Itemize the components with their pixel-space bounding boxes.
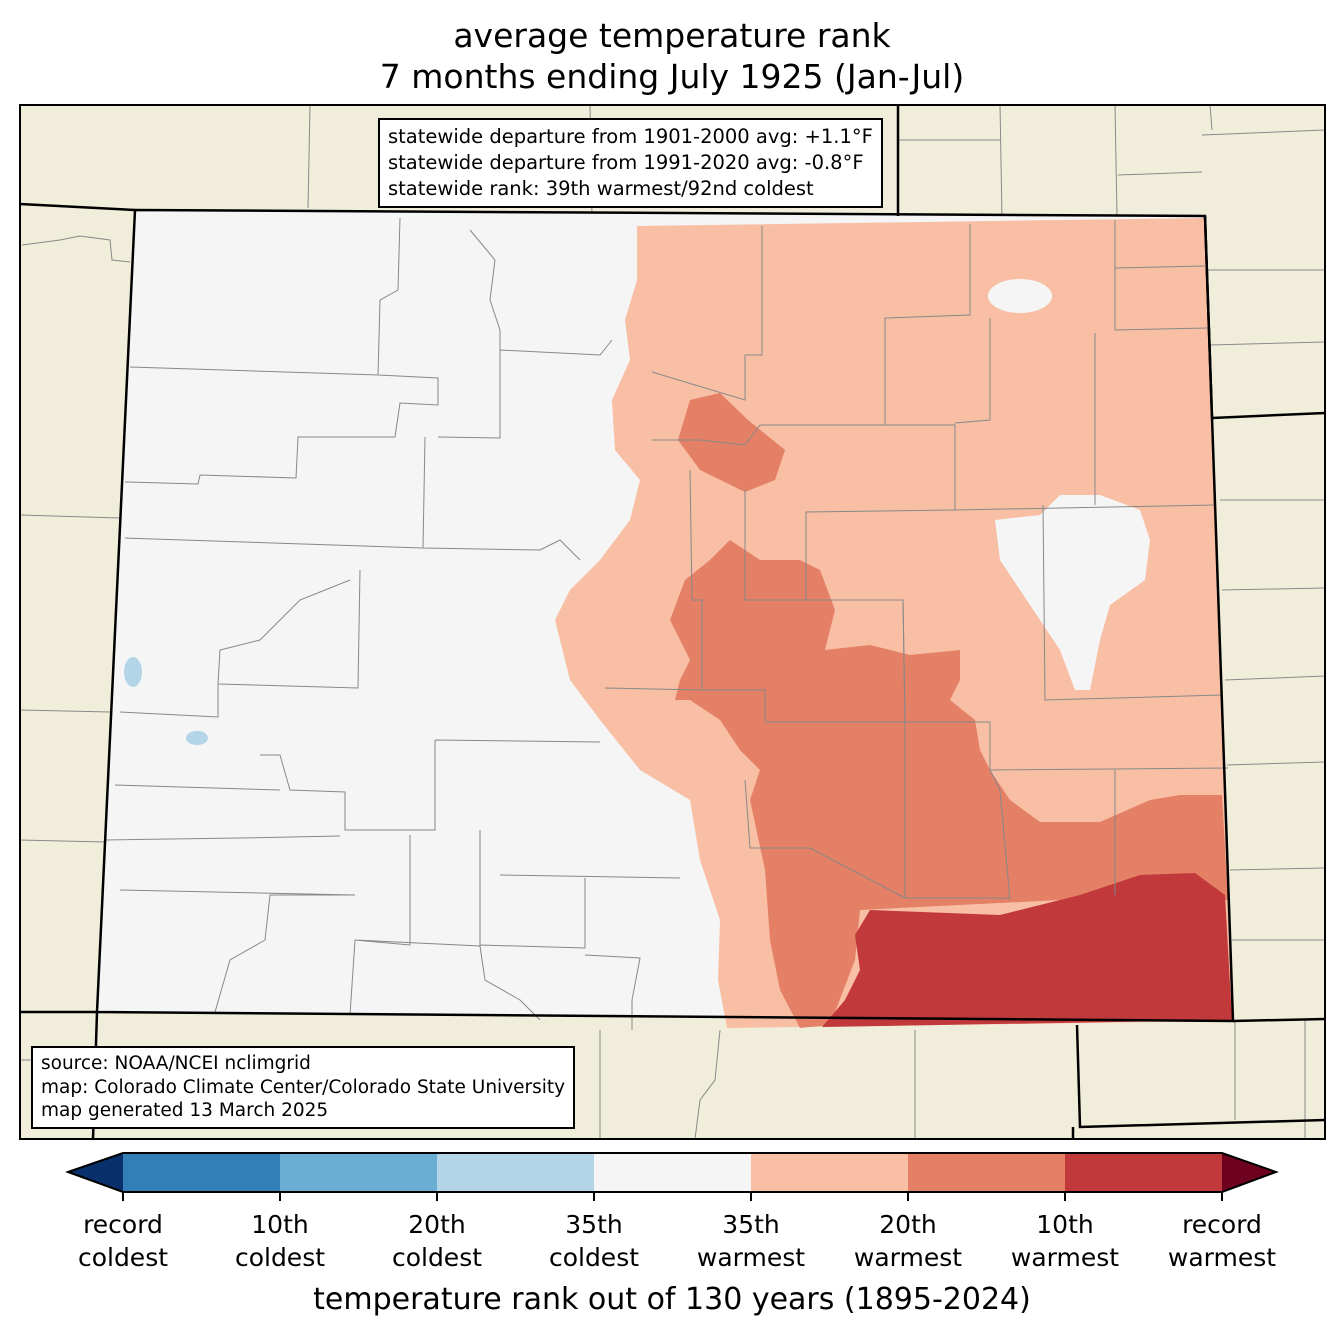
tick-label-record-warmest: record warmest <box>1167 1210 1277 1272</box>
colorbar-extend-coldest <box>68 1153 123 1192</box>
map-generated-date: map generated 13 March 2025 <box>41 1100 329 1121</box>
colorbar-extend-warmest <box>1222 1153 1276 1192</box>
colorbar <box>65 1152 1279 1201</box>
tick-label-20th-coldest: 20th coldest <box>391 1210 483 1272</box>
departure-1991-2020: statewide departure from 1991-2020 avg: … <box>388 151 864 174</box>
colorbar-segment-10th-warmest <box>1065 1153 1222 1192</box>
colorbar-axis-label: temperature rank out of 130 years (1895-… <box>313 1282 1031 1317</box>
colorbar-segment-20th-coldest <box>280 1153 437 1192</box>
neutral-spot <box>988 279 1052 313</box>
colorbar-segment-10th-coldest <box>123 1153 280 1192</box>
neighbor-county-lines <box>20 105 1325 1139</box>
source-box: source: NOAA/NCEI nclimgrid map: Colorad… <box>31 1046 576 1129</box>
colorbar-segment-35th-coldest <box>437 1153 594 1192</box>
title-line-1: average temperature rank <box>453 16 891 55</box>
20th-warmest-region <box>670 540 1228 1028</box>
10th-warmest-region <box>822 873 1232 1027</box>
statewide-stats-box: statewide departure from 1901-2000 avg: … <box>378 118 883 208</box>
colorbar-segment-20th-warmest <box>908 1153 1065 1192</box>
tick-label-35th-coldest: 35th coldest <box>548 1210 640 1272</box>
statewide-rank: statewide rank: 39th warmest/92nd coldes… <box>388 177 814 200</box>
title-line-2: 7 months ending July 1925 (Jan-Jul) <box>379 57 965 96</box>
tick-label-35th-warmest: 35th warmest <box>696 1210 806 1272</box>
map-title: average temperature rank 7 months ending… <box>0 15 1344 97</box>
tick-label-record-coldest: record coldest <box>77 1210 169 1272</box>
source-text: source: NOAA/NCEI nclimgrid <box>41 1053 311 1074</box>
colorbar-segment-35th-warmest <box>751 1153 908 1192</box>
map-frame <box>19 104 1326 1140</box>
departure-1901-2000: statewide departure from 1901-2000 avg: … <box>388 125 873 148</box>
neutral-spot <box>995 495 1150 690</box>
tick-label-20th-warmest: 20th warmest <box>853 1210 963 1272</box>
colorbar-segment-neutral <box>594 1153 751 1192</box>
35th-coldest-spot <box>124 657 142 687</box>
tick-label-10th-coldest: 10th coldest <box>234 1210 326 1272</box>
tick-label-10th-warmest: 10th warmest <box>1010 1210 1120 1272</box>
35th-coldest-spot <box>186 731 208 745</box>
county-lines <box>104 217 1229 1030</box>
colorbar-ticks <box>122 1192 1223 1201</box>
map-credit-text: map: Colorado Climate Center/Colorado St… <box>41 1076 566 1098</box>
20th-warmest-region <box>678 393 785 492</box>
